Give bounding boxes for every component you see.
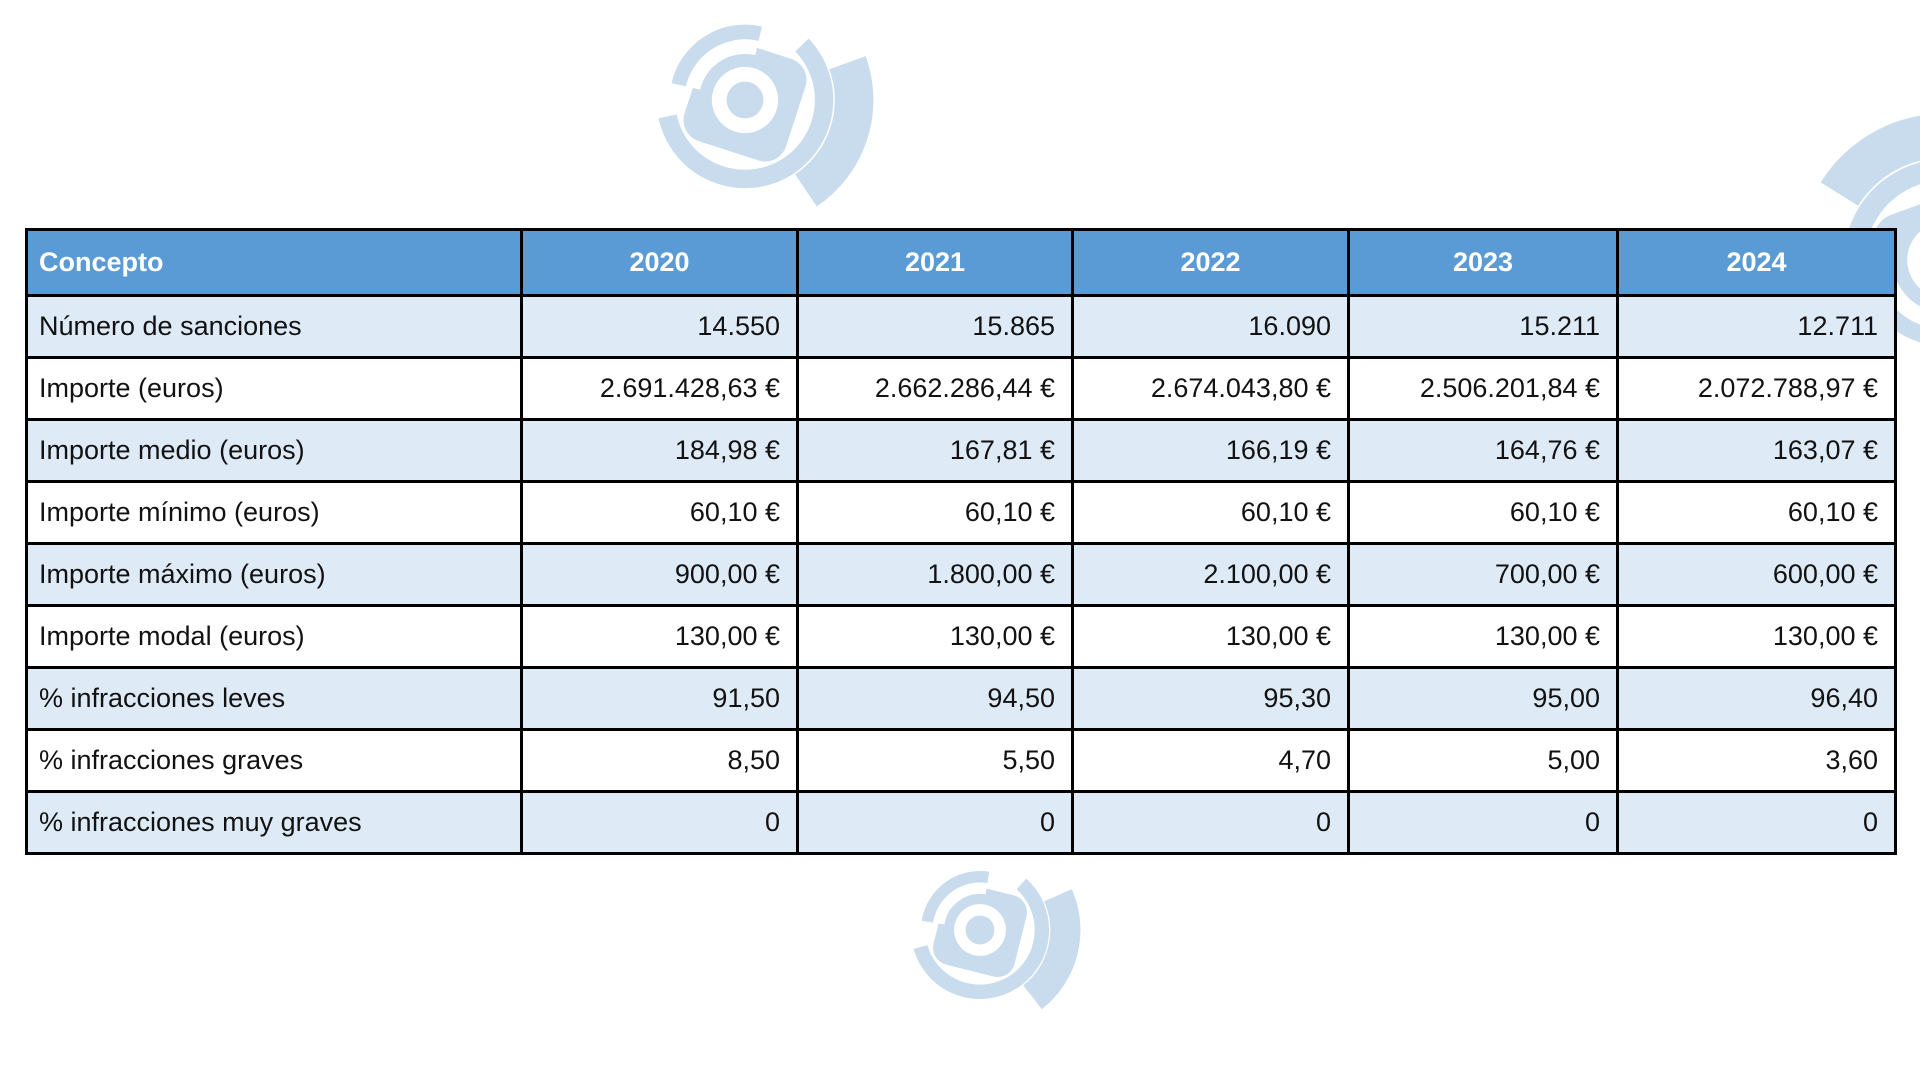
cell-value: 164,76 € [1347, 418, 1619, 483]
cell-value: 3,60 [1616, 728, 1897, 793]
column-header-year: 2023 [1347, 228, 1619, 297]
column-header-year: 2024 [1616, 228, 1897, 297]
cell-value: 0 [1347, 790, 1619, 855]
row-label: % infracciones muy graves [25, 790, 523, 855]
cell-value: 14.550 [520, 294, 799, 359]
table-row: Importe modal (euros) 130,00 € 130,00 € … [25, 604, 1897, 669]
cell-value: 60,10 € [1616, 480, 1897, 545]
cell-value: 166,19 € [1071, 418, 1350, 483]
row-label: Importe (euros) [25, 356, 523, 421]
watermark-logo-top [655, 12, 870, 209]
row-label: Importe modal (euros) [25, 604, 523, 669]
cell-value: 1.800,00 € [796, 542, 1074, 607]
row-label: Número de sanciones [25, 294, 523, 359]
table-row: Importe medio (euros) 184,98 € 167,81 € … [25, 418, 1897, 483]
cell-value: 600,00 € [1616, 542, 1897, 607]
cell-value: 163,07 € [1616, 418, 1897, 483]
cell-value: 900,00 € [520, 542, 799, 607]
cell-value: 8,50 [520, 728, 799, 793]
cell-value: 16.090 [1071, 294, 1350, 359]
cell-value: 2.506.201,84 € [1347, 356, 1619, 421]
cell-value: 130,00 € [796, 604, 1074, 669]
cell-value: 2.662.286,44 € [796, 356, 1074, 421]
table-row: % infracciones leves 91,50 94,50 95,30 9… [25, 666, 1897, 731]
table-row: % infracciones muy graves 0 0 0 0 0 [25, 790, 1897, 855]
watermark-logo-bottom [913, 864, 1076, 1011]
cell-value: 2.674.043,80 € [1071, 356, 1350, 421]
column-header-year: 2022 [1071, 228, 1350, 297]
cell-value: 60,10 € [520, 480, 799, 545]
cell-value: 0 [520, 790, 799, 855]
cell-value: 130,00 € [1616, 604, 1897, 669]
cell-value: 5,00 [1347, 728, 1619, 793]
cell-value: 12.711 [1616, 294, 1897, 359]
cell-value: 184,98 € [520, 418, 799, 483]
table-row: Importe (euros) 2.691.428,63 € 2.662.286… [25, 356, 1897, 421]
row-label: Importe máximo (euros) [25, 542, 523, 607]
cell-value: 130,00 € [1347, 604, 1619, 669]
cell-value: 2.072.788,97 € [1616, 356, 1897, 421]
table-row: Importe mínimo (euros) 60,10 € 60,10 € 6… [25, 480, 1897, 545]
cell-value: 95,00 [1347, 666, 1619, 731]
row-label: % infracciones graves [25, 728, 523, 793]
cell-value: 0 [796, 790, 1074, 855]
cell-value: 700,00 € [1347, 542, 1619, 607]
row-label: Importe medio (euros) [25, 418, 523, 483]
cell-value: 2.100,00 € [1071, 542, 1350, 607]
header-row: Concepto 2020 2021 2022 2023 2024 [25, 228, 1897, 297]
cell-value: 15.211 [1347, 294, 1619, 359]
table-row: Importe máximo (euros) 900,00 € 1.800,00… [25, 542, 1897, 607]
column-header-year: 2021 [796, 228, 1074, 297]
column-header-year: 2020 [520, 228, 799, 297]
cell-value: 60,10 € [1071, 480, 1350, 545]
sanctions-table: Concepto 2020 2021 2022 2023 2024 Número… [25, 228, 1897, 855]
cell-value: 96,40 [1616, 666, 1897, 731]
cell-value: 15.865 [796, 294, 1074, 359]
table-row: Número de sanciones 14.550 15.865 16.090… [25, 294, 1897, 359]
cell-value: 167,81 € [796, 418, 1074, 483]
cell-value: 91,50 [520, 666, 799, 731]
cell-value: 130,00 € [1071, 604, 1350, 669]
cell-value: 2.691.428,63 € [520, 356, 799, 421]
cell-value: 0 [1616, 790, 1897, 855]
cell-value: 4,70 [1071, 728, 1350, 793]
cell-value: 95,30 [1071, 666, 1350, 731]
cell-value: 60,10 € [796, 480, 1074, 545]
cell-value: 5,50 [796, 728, 1074, 793]
table-row: % infracciones graves 8,50 5,50 4,70 5,0… [25, 728, 1897, 793]
cell-value: 130,00 € [520, 604, 799, 669]
cell-value: 94,50 [796, 666, 1074, 731]
row-label: % infracciones leves [25, 666, 523, 731]
column-header-concepto: Concepto [25, 228, 523, 297]
cell-value: 0 [1071, 790, 1350, 855]
cell-value: 60,10 € [1347, 480, 1619, 545]
row-label: Importe mínimo (euros) [25, 480, 523, 545]
